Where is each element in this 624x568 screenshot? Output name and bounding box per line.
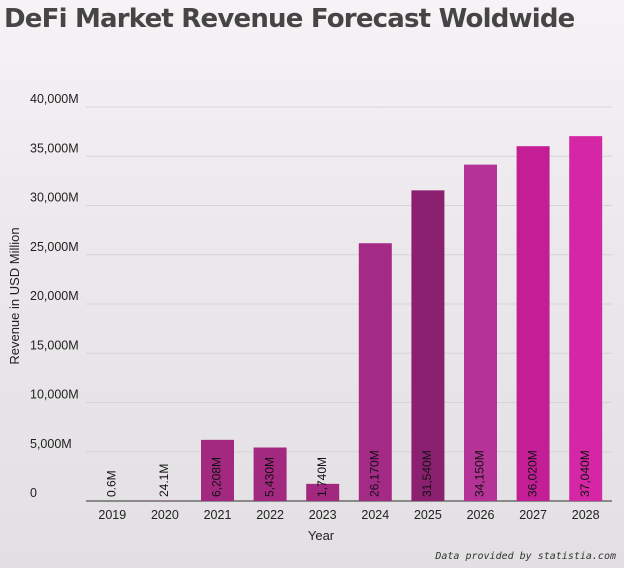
x-tick-label: 2024 (361, 508, 389, 522)
data-label: 24.1M (157, 464, 171, 497)
y-tick-label: 40,000M (30, 92, 79, 106)
data-label: 26,170M (367, 450, 381, 497)
data-label: 31,540M (420, 450, 434, 497)
bars (95, 136, 603, 501)
y-tick-label: 5,000M (30, 437, 72, 451)
bar-2021 (201, 439, 234, 501)
bar-2022 (253, 447, 287, 501)
y-axis-ticks: 0 5,000M 10,000M 15,000M 20,000M 25,000M 30,00… (30, 92, 79, 500)
y-tick-label: 20,000M (30, 289, 79, 303)
x-tick-label: 2025 (414, 508, 442, 522)
y-tick-label: 25,000M (30, 240, 79, 254)
y-tick-label: 30,000M (30, 191, 79, 205)
bar-2026 (464, 164, 497, 501)
data-label: 0.6M (104, 470, 118, 497)
y-tick-label: 15,000M (30, 338, 79, 352)
y-tick-label: 10,000M (30, 388, 79, 402)
x-axis-ticks: 2019 2020 2021 2022 2023 2024 2025 2026 2027 2028 (98, 508, 599, 522)
x-tick-label: 2019 (98, 508, 126, 522)
bar-2024 (358, 243, 392, 501)
bar-2025 (411, 190, 445, 501)
data-label: 6,208M (210, 457, 224, 497)
data-labels: 0.6M 24.1M 6,208M 5,430M 1,740M 26,170M 31,540… (104, 450, 591, 497)
data-label: 34,150M (473, 450, 487, 497)
x-tick-label: 2021 (204, 508, 232, 522)
y-axis-label: Revenue in USD Million (7, 227, 22, 364)
x-axis-label: Year (308, 528, 335, 543)
bar-2027 (516, 146, 550, 501)
chart-title: DeFi Market Revenue Forecast Woldwide (4, 4, 575, 34)
data-label: 1,740M (315, 457, 329, 497)
x-tick-label: 2023 (309, 508, 337, 522)
y-tick-label: 0 (30, 486, 37, 500)
x-tick-label: 2026 (467, 508, 495, 522)
data-label: 36,020M (525, 450, 539, 497)
x-tick-label: 2020 (151, 508, 179, 522)
x-tick-label: 2027 (519, 508, 547, 522)
y-tick-label: 35,000M (30, 141, 79, 155)
x-tick-label: 2028 (572, 508, 600, 522)
x-tick-label: 2022 (256, 508, 284, 522)
bar-2023 (306, 483, 340, 501)
data-label: 37,040M (578, 450, 592, 497)
data-label: 5,430M (262, 457, 276, 497)
bar-2028 (569, 136, 603, 501)
data-source-credit: Data provided by statistia.com (435, 551, 616, 562)
